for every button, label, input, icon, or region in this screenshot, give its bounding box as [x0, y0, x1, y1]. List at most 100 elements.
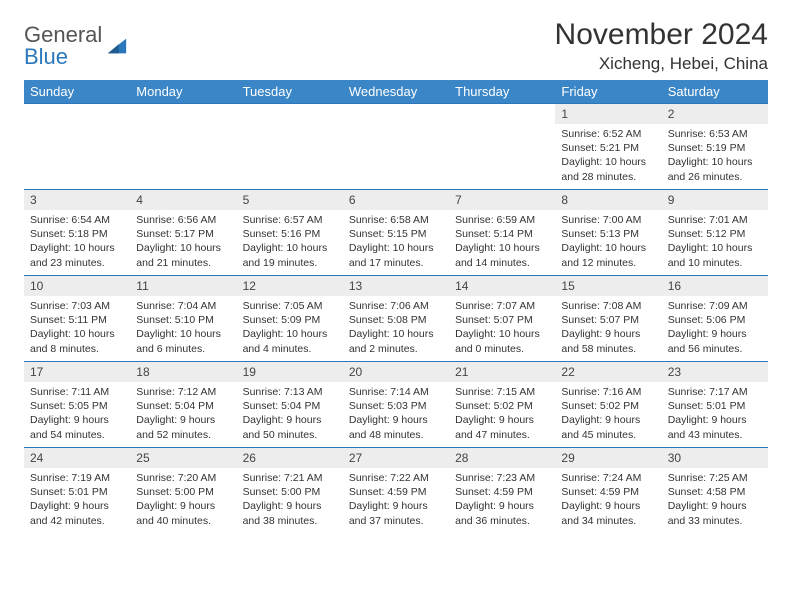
day-info: Sunrise: 7:24 AMSunset: 4:59 PMDaylight:… — [555, 468, 661, 532]
day-info: Sunrise: 7:05 AMSunset: 5:09 PMDaylight:… — [237, 296, 343, 360]
day-cell: 22Sunrise: 7:16 AMSunset: 5:02 PMDayligh… — [555, 362, 661, 448]
sunrise-text: Sunrise: 6:54 AM — [30, 213, 124, 227]
day-info: Sunrise: 7:19 AMSunset: 5:01 PMDaylight:… — [24, 468, 130, 532]
day-cell: 18 Sunrise: 7:12 AMSunset: 5:04 PMDayligh… — [130, 362, 236, 448]
calendar-week: 10Sunrise: 7:03 AMSunset: 5:11 PMDayligh… — [24, 276, 768, 362]
day-number: 29 — [555, 448, 661, 468]
day-cell: 12Sunrise: 7:05 AMSunset: 5:09 PMDayligh… — [237, 276, 343, 362]
daylight-text: Daylight: 9 hours and 37 minutes. — [349, 499, 443, 527]
empty-cell — [237, 104, 343, 190]
daylight-text: Daylight: 9 hours and 56 minutes. — [668, 327, 762, 355]
sunrise-text: Sunrise: 6:56 AM — [136, 213, 230, 227]
day-info: Sunrise: 6:57 AMSunset: 5:16 PMDaylight:… — [237, 210, 343, 274]
day-number: 24 — [24, 448, 130, 468]
day-number: 18 — [130, 362, 236, 382]
sunset-text: Sunset: 5:13 PM — [561, 227, 655, 241]
day-cell: 20Sunrise: 7:14 AMSunset: 5:03 PMDayligh… — [343, 362, 449, 448]
day-cell: 29Sunrise: 7:24 AMSunset: 4:59 PMDayligh… — [555, 448, 661, 534]
day-cell: 7Sunrise: 6:59 AMSunset: 5:14 PMDaylight… — [449, 190, 555, 276]
sunrise-text: Sunrise: 7:20 AM — [136, 471, 230, 485]
daylight-text: Daylight: 10 hours and 12 minutes. — [561, 241, 655, 269]
day-number: 14 — [449, 276, 555, 296]
sunset-text: Sunset: 5:03 PM — [349, 399, 443, 413]
sunrise-text: Sunrise: 7:08 AM — [561, 299, 655, 313]
day-number: 11 — [130, 276, 236, 296]
day-number: 22 — [555, 362, 661, 382]
day-number: 23 — [662, 362, 768, 382]
calendar-week: 24Sunrise: 7:19 AMSunset: 5:01 PMDayligh… — [24, 448, 768, 534]
day-info: Sunrise: 7:15 AMSunset: 5:02 PMDaylight:… — [449, 382, 555, 446]
col-sunday: Sunday — [24, 80, 130, 104]
day-number: 10 — [24, 276, 130, 296]
month-title: November 2024 — [555, 18, 768, 52]
day-info: Sunrise: 7:09 AMSunset: 5:06 PMDaylight:… — [662, 296, 768, 360]
col-monday: Monday — [130, 80, 236, 104]
day-number: 3 — [24, 190, 130, 210]
daylight-text: Daylight: 9 hours and 34 minutes. — [561, 499, 655, 527]
day-cell: 9Sunrise: 7:01 AMSunset: 5:12 PMDaylight… — [662, 190, 768, 276]
col-tuesday: Tuesday — [237, 80, 343, 104]
day-cell: 6Sunrise: 6:58 AMSunset: 5:15 PMDaylight… — [343, 190, 449, 276]
day-cell: 21Sunrise: 7:15 AMSunset: 5:02 PMDayligh… — [449, 362, 555, 448]
sunset-text: Sunset: 5:07 PM — [455, 313, 549, 327]
day-number: 17 — [24, 362, 130, 382]
day-number: 6 — [343, 190, 449, 210]
sunrise-text: Sunrise: 7:19 AM — [30, 471, 124, 485]
day-cell: 4Sunrise: 6:56 AMSunset: 5:17 PMDaylight… — [130, 190, 236, 276]
day-info: Sunrise: 7:17 AMSunset: 5:01 PMDaylight:… — [662, 382, 768, 446]
day-cell: 19Sunrise: 7:13 AMSunset: 5:04 PMDayligh… — [237, 362, 343, 448]
sunrise-text: Sunrise: 6:57 AM — [243, 213, 337, 227]
sunset-text: Sunset: 5:19 PM — [668, 141, 762, 155]
calendar-body: 1Sunrise: 6:52 AMSunset: 5:21 PMDaylight… — [24, 104, 768, 534]
day-cell: 1Sunrise: 6:52 AMSunset: 5:21 PMDaylight… — [555, 104, 661, 190]
sunset-text: Sunset: 5:00 PM — [243, 485, 337, 499]
daylight-text: Daylight: 9 hours and 43 minutes. — [668, 413, 762, 441]
sunrise-text: Sunrise: 7:12 AM — [136, 385, 230, 399]
day-info: Sunrise: 6:54 AMSunset: 5:18 PMDaylight:… — [24, 210, 130, 274]
day-info: Sunrise: 7:25 AMSunset: 4:58 PMDaylight:… — [662, 468, 768, 532]
calendar-week: 1Sunrise: 6:52 AMSunset: 5:21 PMDaylight… — [24, 104, 768, 190]
daylight-text: Daylight: 10 hours and 10 minutes. — [668, 241, 762, 269]
day-info: Sunrise: 7:08 AMSunset: 5:07 PMDaylight:… — [555, 296, 661, 360]
day-info: Sunrise: 7:01 AMSunset: 5:12 PMDaylight:… — [662, 210, 768, 274]
day-number: 12 — [237, 276, 343, 296]
empty-cell — [449, 104, 555, 190]
location-text: Xicheng, Hebei, China — [555, 54, 768, 74]
day-cell: 23Sunrise: 7:17 AMSunset: 5:01 PMDayligh… — [662, 362, 768, 448]
sunset-text: Sunset: 4:58 PM — [668, 485, 762, 499]
day-info: Sunrise: 7:13 AMSunset: 5:04 PMDaylight:… — [237, 382, 343, 446]
daylight-text: Daylight: 9 hours and 33 minutes. — [668, 499, 762, 527]
sunset-text: Sunset: 5:18 PM — [30, 227, 124, 241]
sunset-text: Sunset: 5:12 PM — [668, 227, 762, 241]
daylight-text: Daylight: 10 hours and 23 minutes. — [30, 241, 124, 269]
day-info: Sunrise: 6:52 AMSunset: 5:21 PMDaylight:… — [555, 124, 661, 188]
daylight-text: Daylight: 9 hours and 54 minutes. — [30, 413, 124, 441]
day-info: Sunrise: 6:53 AMSunset: 5:19 PMDaylight:… — [662, 124, 768, 188]
daylight-text: Daylight: 10 hours and 6 minutes. — [136, 327, 230, 355]
daylight-text: Daylight: 10 hours and 14 minutes. — [455, 241, 549, 269]
sunset-text: Sunset: 5:16 PM — [243, 227, 337, 241]
day-number: 25 — [130, 448, 236, 468]
sunset-text: Sunset: 5:07 PM — [561, 313, 655, 327]
day-info: Sunrise: 7:16 AMSunset: 5:02 PMDaylight:… — [555, 382, 661, 446]
header: GeneralBlue November 2024 Xicheng, Hebei… — [24, 18, 768, 74]
day-cell: 10Sunrise: 7:03 AMSunset: 5:11 PMDayligh… — [24, 276, 130, 362]
day-cell: 13Sunrise: 7:06 AMSunset: 5:08 PMDayligh… — [343, 276, 449, 362]
sunrise-text: Sunrise: 7:16 AM — [561, 385, 655, 399]
day-info: Sunrise: 6:58 AMSunset: 5:15 PMDaylight:… — [343, 210, 449, 274]
daylight-text: Daylight: 9 hours and 48 minutes. — [349, 413, 443, 441]
daylight-text: Daylight: 10 hours and 19 minutes. — [243, 241, 337, 269]
sunset-text: Sunset: 5:21 PM — [561, 141, 655, 155]
sunset-text: Sunset: 4:59 PM — [561, 485, 655, 499]
sunrise-text: Sunrise: 7:05 AM — [243, 299, 337, 313]
daylight-text: Daylight: 10 hours and 26 minutes. — [668, 155, 762, 183]
sunrise-text: Sunrise: 7:11 AM — [30, 385, 124, 399]
sunset-text: Sunset: 5:04 PM — [136, 399, 230, 413]
daylight-text: Daylight: 9 hours and 47 minutes. — [455, 413, 549, 441]
daylight-text: Daylight: 10 hours and 17 minutes. — [349, 241, 443, 269]
empty-cell — [24, 104, 130, 190]
day-cell: 11Sunrise: 7:04 AMSunset: 5:10 PMDayligh… — [130, 276, 236, 362]
col-friday: Friday — [555, 80, 661, 104]
day-number: 30 — [662, 448, 768, 468]
daylight-text: Daylight: 9 hours and 52 minutes. — [136, 413, 230, 441]
